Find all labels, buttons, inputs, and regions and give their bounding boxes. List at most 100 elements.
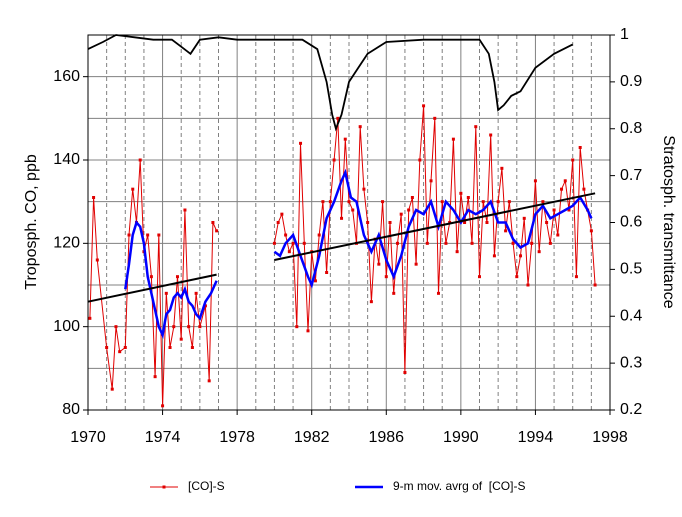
point xyxy=(444,241,448,245)
point xyxy=(414,262,418,266)
x-tick-label: 1978 xyxy=(219,429,255,446)
y2-tick-label: 0.8 xyxy=(620,120,642,137)
point xyxy=(451,137,455,141)
point xyxy=(203,304,207,308)
y-tick-label: 160 xyxy=(53,68,80,85)
legend-marker xyxy=(162,485,166,489)
y-axis-label: Troposph. CO, ppb xyxy=(23,154,40,290)
point xyxy=(403,371,407,374)
y2-tick-label: 0.4 xyxy=(620,307,642,324)
point xyxy=(530,241,534,245)
point xyxy=(366,221,370,224)
point xyxy=(161,404,165,408)
point xyxy=(164,291,168,295)
point xyxy=(302,241,306,245)
y-tick-label: 80 xyxy=(62,401,80,418)
point xyxy=(478,275,481,279)
point xyxy=(522,216,526,220)
point xyxy=(153,375,157,379)
y2-tick-label: 0.5 xyxy=(620,261,642,278)
point xyxy=(280,212,284,216)
point xyxy=(436,291,440,295)
point xyxy=(474,125,478,129)
point xyxy=(377,262,381,266)
point xyxy=(306,329,310,333)
point xyxy=(175,275,179,279)
legend-label: [CO]-S xyxy=(188,479,225,493)
x-tick-label: 1986 xyxy=(368,429,404,446)
point xyxy=(172,325,176,329)
point xyxy=(563,179,567,183)
point xyxy=(504,229,508,233)
point xyxy=(291,241,295,245)
point xyxy=(589,229,593,233)
x-tick-label: 1974 xyxy=(145,429,181,446)
point xyxy=(190,346,194,349)
point xyxy=(425,241,429,245)
y-tick-label: 100 xyxy=(53,318,80,335)
point xyxy=(470,241,474,245)
point xyxy=(552,208,556,212)
point xyxy=(272,241,276,245)
point xyxy=(548,241,552,245)
point xyxy=(179,337,183,341)
y-tick-label: 140 xyxy=(53,151,80,168)
point xyxy=(114,325,118,329)
point xyxy=(198,325,202,329)
point xyxy=(541,200,545,204)
point xyxy=(526,283,530,287)
point xyxy=(207,379,211,383)
point xyxy=(429,179,433,183)
point xyxy=(407,208,411,212)
point xyxy=(593,283,597,287)
point xyxy=(571,158,575,162)
x-tick-label: 1998 xyxy=(592,429,628,446)
point xyxy=(351,208,355,212)
point xyxy=(313,279,317,283)
point xyxy=(395,241,399,245)
point xyxy=(489,133,493,137)
point xyxy=(336,116,340,120)
point xyxy=(567,208,571,212)
point xyxy=(325,271,329,274)
point xyxy=(519,254,523,258)
series-line xyxy=(87,34,574,132)
point xyxy=(358,125,362,129)
point xyxy=(287,250,291,254)
point xyxy=(500,166,504,170)
point xyxy=(127,233,131,237)
point xyxy=(466,196,470,199)
point xyxy=(362,187,366,191)
plot-frame xyxy=(87,34,611,411)
point xyxy=(463,221,467,224)
point xyxy=(578,146,582,149)
point xyxy=(110,387,114,391)
point xyxy=(384,275,388,279)
point xyxy=(340,216,344,220)
y2-tick-label: 0.3 xyxy=(620,354,642,371)
point xyxy=(138,158,142,162)
point xyxy=(321,200,325,204)
point xyxy=(515,275,519,279)
point xyxy=(485,221,489,224)
point xyxy=(582,187,586,191)
point xyxy=(95,258,99,262)
point xyxy=(410,196,414,199)
point xyxy=(295,325,299,329)
point xyxy=(381,200,385,204)
point xyxy=(399,212,403,216)
point xyxy=(215,229,219,233)
point xyxy=(459,191,463,195)
point xyxy=(149,275,153,279)
point xyxy=(276,221,280,224)
point xyxy=(183,208,187,212)
x-tick-label: 1990 xyxy=(443,429,479,446)
point xyxy=(317,233,321,237)
series-line xyxy=(124,168,593,340)
point xyxy=(496,200,500,204)
point xyxy=(392,291,396,295)
point xyxy=(369,300,373,304)
point xyxy=(123,346,127,349)
point xyxy=(440,200,444,204)
